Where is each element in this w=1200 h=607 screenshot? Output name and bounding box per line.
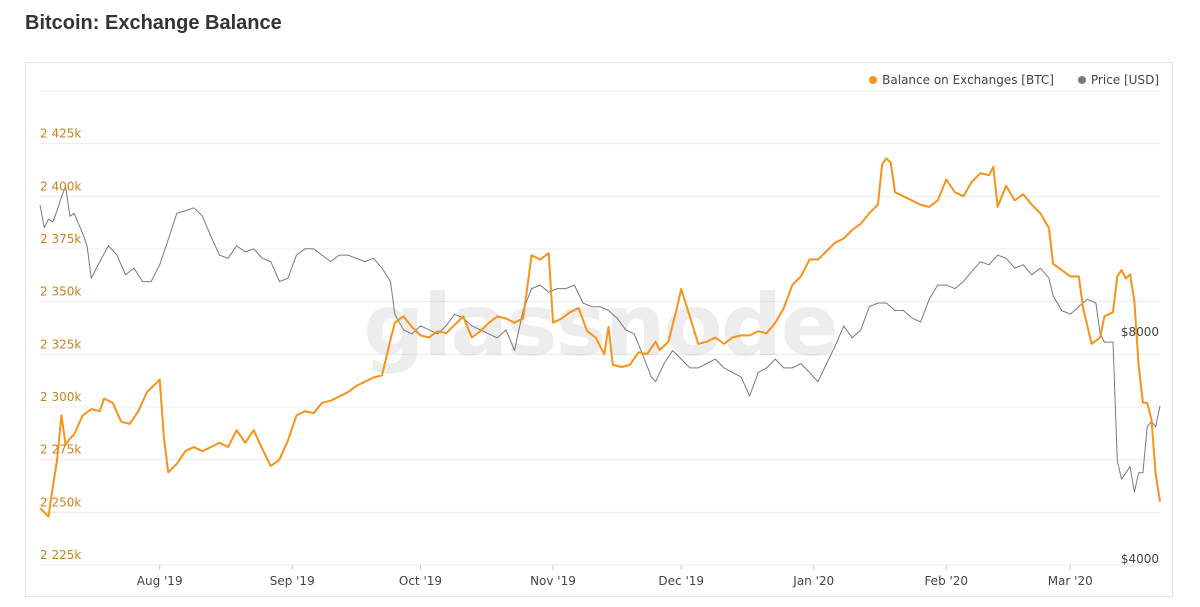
watermark: glassnode bbox=[363, 276, 837, 376]
grid-lines bbox=[40, 90, 1160, 566]
balance-series bbox=[39, 157, 1161, 518]
x-axis: Aug '19 Sep '19 Oct '19 Nov '19 Dec '19 Jan '… bbox=[137, 565, 1093, 588]
y-right-tick-label: $8000 bbox=[1121, 325, 1159, 339]
x-tick-label: Nov '19 bbox=[530, 574, 576, 588]
chart-legend: Balance on Exchanges [BTC] Price [USD] bbox=[869, 73, 1159, 87]
x-tick-label: Jan '20 bbox=[792, 574, 834, 588]
x-tick-label: Oct '19 bbox=[399, 574, 442, 588]
legend-item-balance[interactable]: Balance on Exchanges [BTC] bbox=[869, 73, 1054, 87]
legend-marker-balance bbox=[869, 76, 878, 84]
left-axis: 2 225k 2 250k 2 275k 2 300k 2 325k 2 350k 2 37… bbox=[40, 127, 81, 562]
y-left-tick-label: 2 225k bbox=[40, 548, 81, 562]
legend-item-price[interactable]: Price [USD] bbox=[1077, 73, 1159, 87]
y-left-tick-label: 2 400k bbox=[40, 179, 81, 193]
price-series bbox=[39, 186, 1161, 493]
y-left-tick-label: 2 250k bbox=[40, 495, 81, 509]
y-left-tick-label: 2 300k bbox=[40, 390, 81, 404]
page-title: Bitcoin: Exchange Balance bbox=[25, 12, 282, 34]
legend-marker-price bbox=[1077, 76, 1086, 84]
y-left-tick-label: 2 275k bbox=[40, 443, 81, 457]
x-tick-label: Feb '20 bbox=[924, 574, 968, 588]
balance-line bbox=[39, 157, 1161, 518]
x-tick-label: Dec '19 bbox=[658, 574, 704, 588]
y-left-tick-label: 2 325k bbox=[40, 337, 81, 351]
y-right-tick-label: $4000 bbox=[1121, 552, 1159, 566]
legend-label-balance: Balance on Exchanges [BTC] bbox=[882, 73, 1054, 87]
legend-label-price: Price [USD] bbox=[1090, 73, 1159, 87]
y-left-tick-label: 2 425k bbox=[40, 127, 81, 141]
price-line bbox=[39, 186, 1161, 493]
right-axis: $4000 $8000 bbox=[1121, 325, 1159, 566]
x-tick-label: Mar '20 bbox=[1048, 574, 1093, 588]
y-left-tick-label: 2 375k bbox=[40, 232, 81, 246]
x-tick-label: Aug '19 bbox=[137, 574, 183, 588]
y-left-tick-label: 2 350k bbox=[40, 285, 81, 299]
chart-panel bbox=[25, 62, 1173, 597]
x-tick-label: Sep '19 bbox=[270, 574, 315, 588]
